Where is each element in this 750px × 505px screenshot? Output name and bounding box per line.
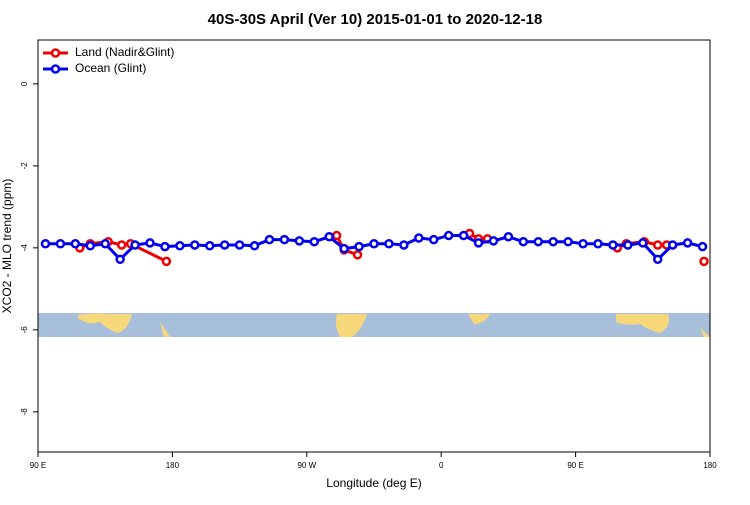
data-point — [145, 238, 155, 248]
data-point — [667, 240, 678, 250]
data-point — [638, 238, 648, 248]
data-point — [294, 236, 305, 246]
x-tick-label: 90 E — [567, 461, 583, 470]
y-tick-label: -6 — [20, 326, 29, 334]
data-point — [369, 238, 379, 249]
data-point — [175, 241, 185, 251]
data-point — [697, 241, 708, 252]
data-point — [563, 236, 573, 247]
data-point — [249, 241, 260, 251]
data-point — [55, 238, 66, 249]
data-point — [503, 232, 514, 242]
data-point — [682, 238, 693, 248]
data-point — [264, 234, 275, 245]
data-point — [608, 240, 618, 250]
data-point — [518, 236, 529, 247]
legend-marker — [50, 48, 61, 58]
y-axis-label: XCO2 - MLO trend (ppm) — [0, 179, 14, 314]
data-point — [652, 254, 663, 265]
legend-label: Land (Nadir&Glint) — [75, 45, 174, 59]
data-point — [234, 240, 245, 250]
data-point — [70, 238, 81, 249]
data-point — [324, 232, 334, 242]
y-tick-label: 0 — [20, 81, 29, 86]
data-point — [116, 240, 127, 250]
data-point — [331, 230, 342, 241]
x-tick-label: 0 — [439, 461, 444, 470]
data-point — [458, 230, 469, 241]
chart-title: 40S-30S April (Ver 10) 2015-01-01 to 202… — [208, 11, 543, 28]
data-point — [548, 236, 558, 247]
data-point — [354, 241, 364, 252]
data-point — [652, 240, 663, 250]
x-tick-label: 180 — [166, 461, 180, 470]
data-point — [279, 234, 290, 245]
data-point — [399, 240, 409, 250]
data-point — [533, 236, 544, 247]
data-point — [578, 238, 588, 249]
x-tick-label: 90 E — [30, 461, 46, 470]
legend-marker — [50, 64, 61, 74]
plot-frame — [37, 39, 711, 453]
data-point — [40, 238, 51, 249]
data-point — [161, 256, 172, 267]
map-strip — [38, 313, 710, 337]
data-point — [100, 238, 110, 249]
data-point — [85, 241, 96, 251]
data-point — [699, 256, 709, 267]
data-point — [473, 238, 484, 248]
x-tick-label: 90 W — [297, 461, 316, 470]
legend-label: Ocean (Glint) — [75, 61, 146, 75]
data-point — [309, 236, 320, 247]
data-point — [219, 240, 230, 250]
data-point — [204, 241, 215, 251]
data-point — [160, 241, 170, 252]
y-tick-label: -4 — [20, 244, 29, 252]
data-point — [384, 238, 394, 249]
data-point — [443, 230, 454, 241]
data-point — [488, 236, 499, 246]
y-tick-label: -2 — [20, 162, 29, 170]
data-point — [593, 238, 603, 249]
data-point — [352, 250, 363, 260]
y-tick-label: -8 — [20, 408, 29, 416]
data-point — [414, 233, 424, 243]
x-tick-label: 180 — [703, 461, 717, 470]
x-axis-label: Longitude (deg E) — [326, 476, 421, 490]
data-point — [623, 240, 633, 250]
data-point — [130, 240, 140, 250]
data-point — [190, 240, 200, 250]
data-point — [339, 243, 349, 254]
data-point — [115, 254, 125, 265]
data-point — [428, 234, 439, 245]
